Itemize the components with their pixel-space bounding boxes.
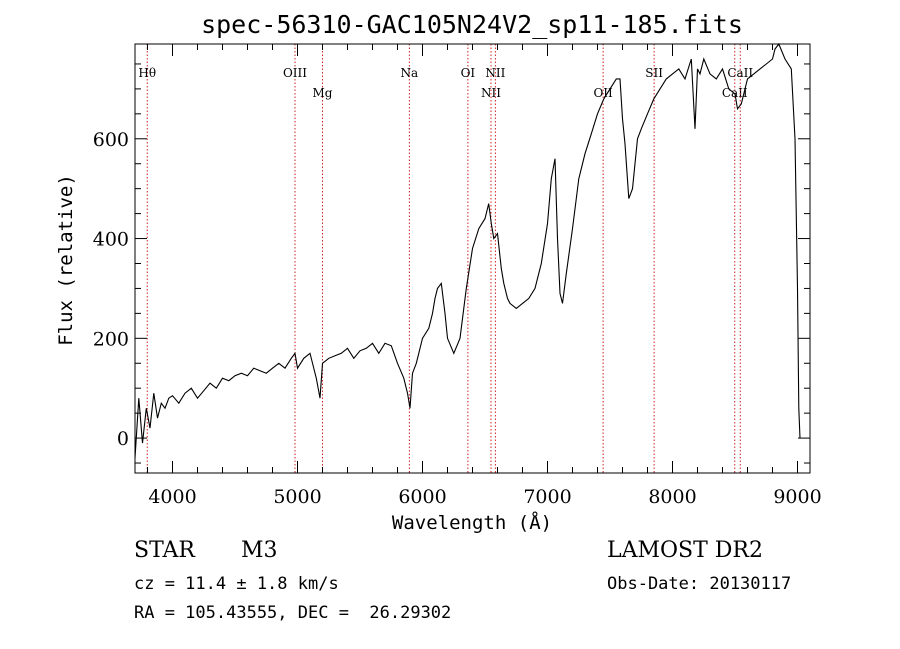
marker-label: OIII — [283, 66, 307, 80]
marker-label: Mg — [313, 86, 333, 100]
y-axis-label: Flux (relative) — [55, 174, 77, 346]
y-tick-label: 200 — [93, 328, 129, 350]
object-class: STAR — [134, 538, 195, 563]
marker-label: OI — [461, 66, 476, 80]
obs-date-text: Obs-Date: 20130117 — [607, 574, 792, 594]
marker-label: NII — [481, 86, 501, 100]
coordinates-text: RA = 105.43555, DEC = 26.29302 — [134, 603, 452, 623]
x-tick-label: 6000 — [398, 486, 446, 508]
spectrum-series — [134, 42, 801, 459]
marker-label: SII — [645, 66, 663, 80]
marker-label: NII — [485, 66, 505, 80]
marker-label: OII — [593, 86, 613, 100]
y-tick-label: 600 — [93, 129, 129, 151]
marker-label: CaII — [727, 66, 753, 80]
y-tick-label: 400 — [93, 229, 129, 251]
x-axis-ticks: 4000 5000 6000 7000 8000 9000 — [147, 44, 822, 508]
x-tick-label: 5000 — [273, 486, 321, 508]
x-tick-label: 9000 — [773, 486, 821, 508]
object-subclass: M3 — [241, 538, 278, 563]
y-tick-label: 0 — [117, 428, 129, 450]
x-axis-label: Wavelength (Å) — [392, 511, 552, 534]
x-tick-label: 4000 — [148, 486, 196, 508]
x-tick-label: 7000 — [523, 486, 571, 508]
marker-label: Na — [401, 66, 419, 80]
survey-name: LAMOST DR2 — [607, 538, 763, 563]
marker-label: CaII — [722, 86, 748, 100]
redshift-text: cz = 11.4 ± 1.8 km/s — [134, 574, 339, 594]
plot-frame — [134, 43, 811, 474]
x-tick-label: 8000 — [648, 486, 696, 508]
y-axis-ticks: 0 200 400 600 — [93, 63, 810, 464]
marker-label: Hθ — [138, 66, 156, 80]
spectrum-line — [134, 42, 801, 459]
chart-title: spec-56310-GAC105N24V2_sp11-185.fits — [201, 10, 743, 39]
emission-line-markers: Hθ OIII Mg Na OI NII NII OII SII CaII CaII — [138, 44, 753, 473]
